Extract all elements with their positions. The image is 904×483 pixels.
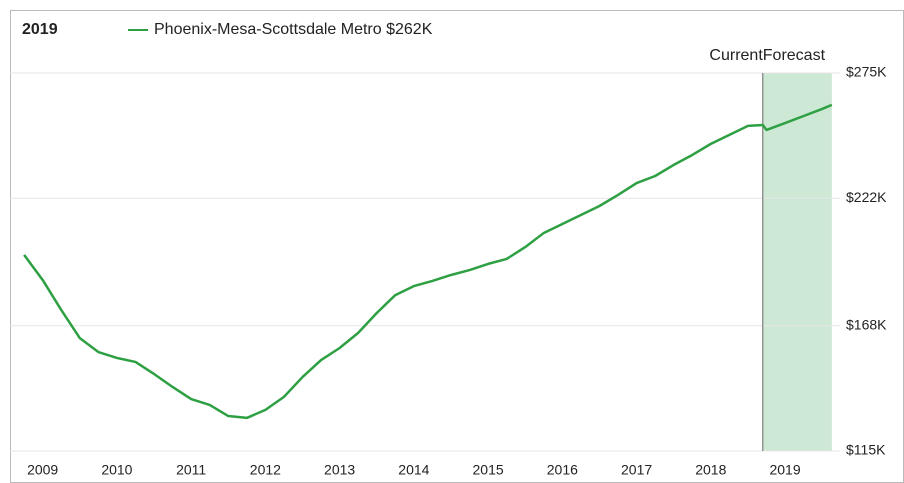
y-tick-label: $115K [846, 442, 886, 458]
forecast-band [762, 73, 832, 451]
x-tick-label: 2014 [398, 462, 429, 478]
x-tick-label: 2017 [621, 462, 652, 478]
x-tick-label: 2018 [695, 462, 726, 478]
x-tick-label: 2016 [547, 462, 578, 478]
x-tick-label: 2012 [250, 462, 281, 478]
y-tick-label: $168K [846, 316, 887, 332]
y-tick-label: $275K [846, 64, 887, 80]
y-tick-label: $222K [846, 189, 887, 205]
data-line [23, 103, 833, 420]
current-label: Current [709, 47, 763, 64]
x-tick-label: 2009 [27, 462, 58, 478]
forecast-label: Forecast [763, 47, 826, 64]
x-tick-label: 2019 [769, 462, 800, 478]
chart-title: 2019 [22, 21, 58, 38]
x-tick-label: 2015 [473, 462, 504, 478]
x-tick-label: 2011 [176, 462, 206, 478]
x-tick-label: 2013 [324, 462, 355, 478]
legend-label: Phoenix-Mesa-Scottsdale Metro $262K [154, 21, 433, 38]
x-tick-label: 2010 [101, 462, 132, 478]
